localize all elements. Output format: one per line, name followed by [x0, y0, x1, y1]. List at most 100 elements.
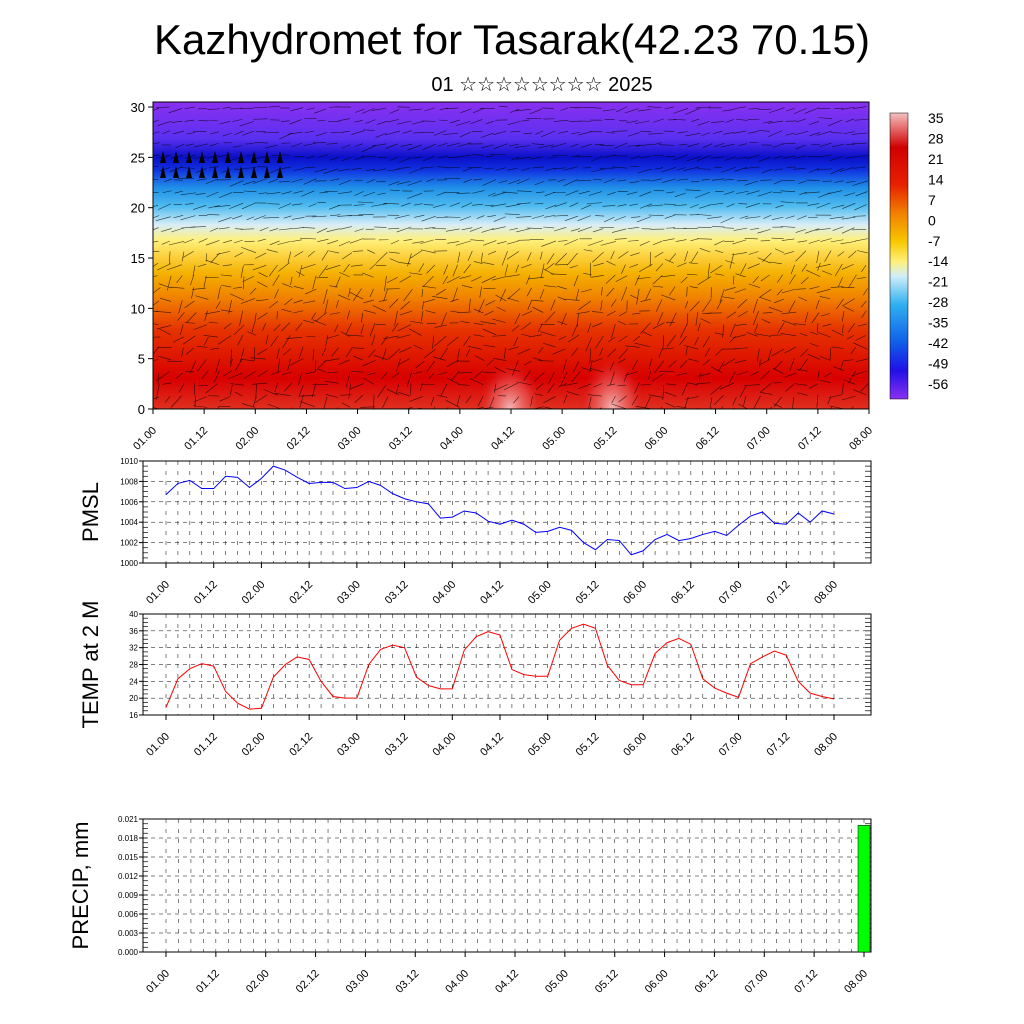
wind-vector: [162, 190, 172, 194]
wind-vector: [407, 144, 422, 151]
wind-vector: [484, 310, 494, 316]
wind-vector: [805, 269, 821, 277]
wind-vector: [844, 156, 854, 159]
wind-vector: [605, 132, 615, 134]
wind-vector: [748, 283, 760, 288]
wind-vector: [377, 385, 387, 398]
wind-vector: [511, 325, 520, 332]
wind-vector: [652, 285, 663, 288]
wind-vector: [639, 156, 651, 159]
y-axis-label: PMSL: [78, 482, 103, 542]
wind-vector: [550, 273, 567, 276]
wind-vector: [563, 394, 568, 404]
wind-vector: [361, 312, 363, 323]
wind-vector: [758, 296, 772, 302]
wind-vector: [406, 372, 412, 387]
wind-vector: [627, 227, 640, 230]
wind-vector: [729, 253, 735, 269]
wind-vector: [254, 142, 269, 144]
wind-vector: [371, 334, 376, 346]
wind-vector: [452, 264, 458, 277]
wind-vector: [389, 156, 399, 161]
wind-vector: [384, 130, 400, 136]
wind-vector: [855, 191, 868, 197]
wind-vector: [856, 276, 867, 280]
wind-vector: [460, 321, 470, 324]
wind-vector: [768, 306, 783, 313]
wind-vector: [652, 240, 663, 246]
wind-vector: [493, 143, 508, 149]
wind-vector: [157, 120, 172, 126]
cross-section-field: [153, 102, 869, 409]
y-tick-label: 1006: [120, 498, 138, 507]
wind-vector: [394, 214, 410, 219]
x-tick-label: 06.12: [693, 968, 721, 996]
wind-vector: [185, 203, 194, 205]
wind-vector: [566, 391, 579, 396]
wind-vector: [318, 154, 329, 158]
wind-vector: [689, 301, 700, 312]
wind-vector: [351, 347, 365, 349]
wind-vector: [661, 294, 676, 301]
wind-vector: [773, 403, 783, 408]
wind-vector: [323, 289, 328, 304]
wind-vector: [673, 154, 689, 161]
wind-vector: [268, 178, 278, 184]
wind-vector: [269, 228, 279, 232]
wind-vector: [473, 322, 484, 326]
wind-vector: [817, 331, 831, 338]
wind-vector: [215, 358, 220, 374]
x-tick-label: 07.12: [792, 968, 820, 996]
wind-vector: [267, 168, 281, 175]
wind-vector: [409, 250, 423, 259]
wind-vector: [652, 322, 665, 329]
wind-vector: [695, 106, 712, 109]
wind-vector: [351, 130, 365, 135]
wind-vector: [483, 344, 496, 348]
wind-vector: [545, 167, 556, 171]
x-tick-label: 07.12: [764, 579, 792, 607]
x-tick-label: 08.00: [847, 425, 875, 453]
wind-vector: [403, 289, 413, 301]
wind-vector: [632, 359, 639, 370]
wind-vector: [697, 168, 711, 170]
wind-vector: [848, 370, 857, 384]
wind-vector: [336, 299, 339, 308]
wind-vector: [348, 287, 351, 298]
x-tick-label: 08.00: [812, 579, 840, 607]
wind-vector: [400, 143, 413, 147]
colorbar-label: -28: [928, 294, 948, 310]
wind-vector: [221, 168, 231, 173]
wind-vector: [249, 287, 257, 295]
wind-vector: [771, 348, 785, 357]
wind-vector: [487, 192, 496, 197]
wind-vector: [518, 408, 520, 409]
wind-vector: [699, 248, 711, 253]
wind-vector: [707, 216, 722, 219]
wind-vector: [337, 191, 352, 194]
wind-vector: [423, 204, 434, 206]
wind-vector: [773, 155, 783, 159]
wind-vector: [784, 346, 797, 354]
wind-vector: [173, 215, 184, 219]
wind-arrow-marker: [251, 166, 257, 178]
wind-vector: [720, 143, 735, 148]
x-tick-label: 02.00: [233, 425, 261, 453]
wind-vector: [534, 393, 543, 396]
wind-vector: [677, 372, 688, 376]
wind-vector: [470, 119, 483, 125]
wind-vector: [520, 119, 530, 122]
wind-vector: [674, 192, 686, 198]
wind-vector: [282, 283, 293, 288]
wind-vector: [193, 405, 208, 408]
x-tick-label: 07.00: [717, 579, 745, 607]
wind-vector: [479, 107, 495, 110]
wind-vector: [159, 328, 171, 335]
wind-vector: [685, 189, 701, 191]
wind-vector: [403, 239, 413, 241]
wind-vector: [325, 380, 339, 384]
wind-vector: [328, 250, 340, 254]
wind-vector: [743, 396, 747, 407]
wind-vector: [339, 130, 350, 134]
wind-vector: [326, 334, 340, 339]
